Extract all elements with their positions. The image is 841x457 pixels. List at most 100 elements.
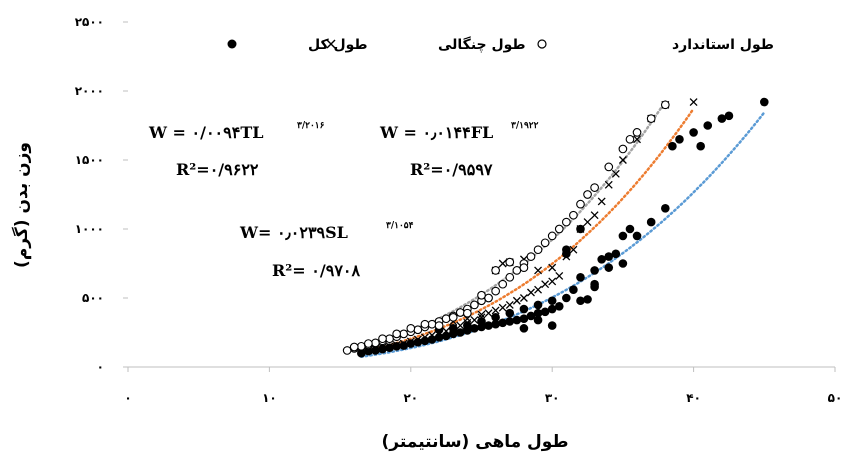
data-point-standard-length	[505, 257, 515, 267]
y-tick-label: ۱۵۰۰	[75, 153, 104, 167]
data-point-total-length	[576, 296, 585, 306]
data-point-fork-length	[633, 135, 641, 144]
equation-text-fl: W = ۰٫۰۱۴۴FL	[379, 123, 493, 142]
r2-text-tl: R²=۰/۹۶۲۲	[176, 160, 259, 179]
data-point-total-length	[406, 339, 416, 348]
y-axis-title: وزن بدن (گرم)	[11, 142, 32, 268]
data-point-total-length	[554, 301, 564, 311]
data-point-fork-length	[456, 321, 465, 330]
data-point-standard-length	[547, 231, 557, 241]
equation-total-length: W = ۰/۰۰۹۴TL ۳/۲۰۱۶ R²=۰/۹۶۲۲	[148, 121, 325, 179]
data-point-standard-length	[491, 266, 500, 275]
data-point-total-length	[547, 321, 557, 330]
data-point-fork-length	[378, 343, 387, 352]
filled-circle-marker-icon	[227, 39, 237, 49]
data-point-standard-length	[526, 252, 536, 261]
data-point-standard-length	[576, 199, 585, 209]
equation-fork-length: W = ۰٫۰۱۴۴FL ۳/۱۹۲۲ R²=۰/۹۵۹۷	[379, 121, 539, 179]
data-point-standard-length	[434, 321, 444, 330]
data-point-total-length	[597, 255, 606, 264]
data-point-standard-length	[604, 162, 614, 172]
data-point-fork-length	[470, 316, 479, 325]
data-point-fork-length	[590, 211, 599, 220]
data-point-total-length	[646, 217, 656, 227]
data-point-fork-length	[413, 335, 422, 344]
data-point-fork-length	[569, 245, 578, 254]
data-point-total-length	[724, 111, 734, 121]
legend-label-standard-length: طول استاندارد	[672, 37, 774, 53]
data-point-standard-length	[618, 144, 628, 154]
data-point-standard-length	[406, 324, 416, 333]
x-tick-label: ۱۰	[262, 391, 277, 405]
data-point-fork-length	[548, 277, 557, 286]
data-point-standard-length	[378, 334, 387, 344]
data-point-total-length	[540, 307, 550, 317]
data-point-standard-length	[512, 266, 522, 275]
data-point-total-length	[618, 231, 628, 241]
data-point-total-length	[505, 308, 515, 318]
x-axis-title: طول ماهی (سانتیمتر)	[382, 432, 569, 452]
data-point-total-length	[526, 311, 536, 321]
legend-label-total-length: طول کل	[308, 37, 368, 53]
trendline-series-1	[360, 107, 695, 353]
y-axis-ticks: ۰ ۵۰۰ ۱۰۰۰ ۱۵۰۰ ۲۰۰۰ ۲۵۰۰	[75, 15, 128, 374]
legend-label-fork-length: طول چنگالی	[438, 36, 526, 53]
data-point-total-length	[689, 128, 698, 137]
r2-text-fl: R²=۰/۹۵۹۷	[410, 160, 493, 179]
data-point-standard-length	[463, 308, 472, 318]
data-point-standard-length	[441, 314, 451, 324]
data-point-standard-length	[519, 263, 529, 272]
data-point-fork-length	[689, 98, 698, 106]
data-point-standard-length	[392, 329, 402, 339]
data-point-fork-length	[392, 340, 401, 349]
data-point-total-length	[491, 313, 500, 322]
equation-standard-length: W= ۰٫۰۲۳۹SL ۳/۱۰۵۴ R²= ۰/۹۷۰۸	[239, 221, 414, 280]
data-point-fork-length	[385, 342, 394, 351]
x-axis-ticks: ۰ ۱۰ ۲۰ ۳۰ ۴۰ ۵۰	[124, 367, 841, 405]
data-point-fork-length	[512, 296, 521, 305]
data-point-total-length	[760, 97, 769, 107]
data-point-standard-length	[455, 308, 465, 317]
legend-item-standard-length: طول استاندارد	[537, 37, 774, 53]
data-point-total-length	[470, 324, 479, 333]
data-point-standard-length	[477, 290, 486, 300]
data-point-fork-length	[618, 156, 627, 164]
data-point-fork-length	[477, 310, 486, 319]
data-point-total-length	[547, 296, 557, 306]
equation-exponent-tl: ۳/۲۰۱۶	[297, 121, 325, 131]
data-point-total-length	[378, 344, 387, 354]
data-point-fork-length	[534, 285, 543, 294]
data-point-standard-length	[420, 319, 430, 329]
equation-exponent-sl: ۳/۱۰۵۴	[386, 221, 414, 231]
data-point-standard-length	[413, 325, 423, 335]
data-points	[342, 97, 769, 358]
legend-item-fork-length: طول چنگالی	[326, 36, 526, 53]
data-point-standard-length	[356, 341, 366, 351]
data-point-total-length	[717, 114, 727, 123]
data-point-standard-length	[625, 134, 635, 144]
data-point-total-length	[696, 141, 705, 151]
open-circle-marker-icon	[537, 39, 547, 49]
data-point-fork-length	[491, 306, 500, 315]
data-point-total-length	[604, 263, 614, 272]
data-point-total-length	[668, 141, 677, 151]
data-point-fork-length	[477, 313, 486, 322]
data-point-total-length	[611, 249, 621, 259]
data-point-fork-length	[435, 329, 444, 338]
data-point-total-length	[562, 293, 571, 303]
data-point-total-length	[512, 315, 522, 325]
data-point-fork-length	[420, 333, 429, 342]
data-point-fork-length	[449, 324, 458, 333]
data-point-fork-length	[406, 337, 415, 346]
data-point-total-length	[533, 300, 543, 310]
data-point-total-length	[463, 321, 472, 330]
data-point-total-length	[357, 348, 366, 358]
trendline-series-0	[360, 111, 766, 358]
data-point-standard-length	[660, 100, 670, 110]
y-tick-label: ۵۰۰	[82, 291, 104, 305]
data-point-standard-length	[349, 342, 359, 352]
data-point-total-length	[675, 135, 684, 144]
data-point-total-length	[562, 245, 571, 254]
data-point-total-length	[455, 328, 465, 337]
